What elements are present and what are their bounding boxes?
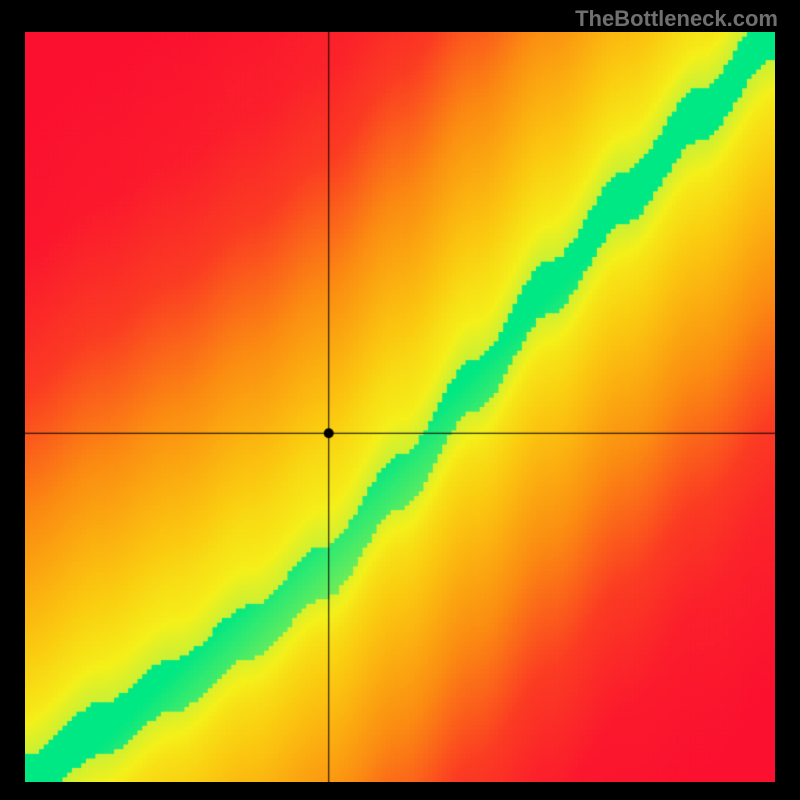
heatmap-canvas [25,32,775,782]
chart-container: TheBottleneck.com [0,0,800,800]
plot-area [25,32,775,782]
watermark-text: TheBottleneck.com [575,6,778,32]
